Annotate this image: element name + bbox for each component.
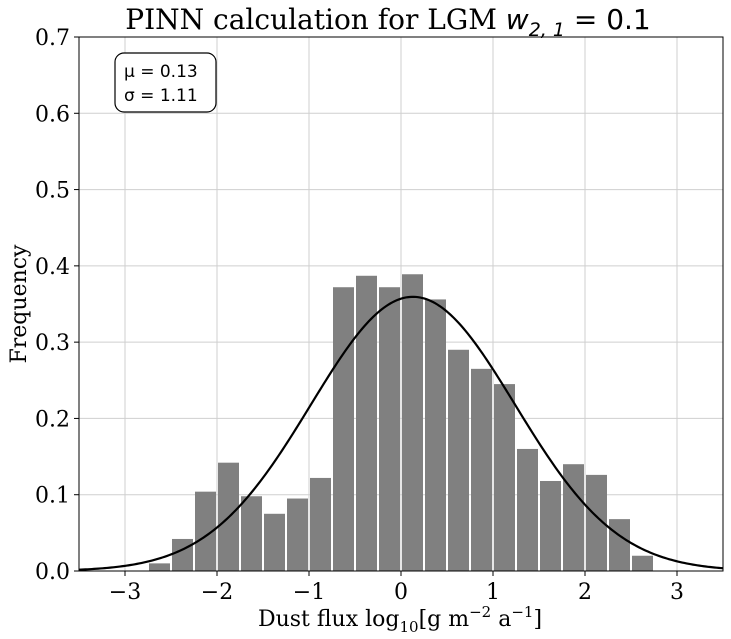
histogram-bar bbox=[425, 299, 446, 571]
x-axis-label: Dust flux log10[g m−2 a−1] bbox=[258, 603, 542, 636]
y-tick-label: 0.2 bbox=[35, 407, 70, 432]
x-tick-label: −2 bbox=[201, 580, 233, 605]
y-tick-label: 0.6 bbox=[35, 102, 70, 127]
x-tick-label: 3 bbox=[670, 580, 684, 605]
histogram-bar bbox=[632, 555, 653, 571]
stats-sigma: σ = 1.11 bbox=[124, 86, 198, 106]
y-tick-label: 0.0 bbox=[35, 560, 70, 585]
y-axis-label: Frequency bbox=[7, 244, 32, 364]
x-tick-label: −1 bbox=[293, 580, 325, 605]
histogram-bars bbox=[149, 274, 653, 571]
y-tick-label: 0.1 bbox=[35, 484, 70, 509]
x-tick-label: 2 bbox=[578, 580, 592, 605]
x-tick-label: 0 bbox=[394, 580, 408, 605]
histogram-bar bbox=[448, 349, 469, 571]
histogram-bar bbox=[563, 464, 584, 571]
normal-fit-curve bbox=[78, 295, 724, 571]
y-tick-label: 0.3 bbox=[35, 331, 70, 356]
histogram-bar bbox=[586, 474, 607, 571]
histogram-bar bbox=[356, 275, 377, 571]
stats-mu: μ = 0.13 bbox=[124, 62, 198, 82]
histogram-bar bbox=[379, 287, 400, 571]
histogram-bar bbox=[402, 274, 423, 571]
histogram-bar bbox=[172, 538, 193, 571]
y-tick-label: 0.7 bbox=[35, 26, 70, 51]
histogram-bar bbox=[149, 563, 170, 571]
x-tick-labels: −3 −2 −1 0 1 2 3 bbox=[109, 571, 684, 605]
x-tick-label: 1 bbox=[486, 580, 500, 605]
y-tick-labels: 0.0 0.1 0.2 0.3 0.4 0.5 0.6 0.7 bbox=[35, 26, 79, 585]
y-tick-label: 0.5 bbox=[35, 179, 70, 204]
histogram-bar bbox=[609, 519, 630, 571]
histogram-bar bbox=[494, 384, 515, 571]
histogram-bar bbox=[540, 480, 561, 571]
histogram-bar bbox=[241, 496, 262, 571]
histogram-bar bbox=[471, 368, 492, 571]
histogram-bar bbox=[287, 498, 308, 571]
stats-box: μ = 0.13 σ = 1.11 bbox=[114, 52, 217, 113]
histogram-bar bbox=[264, 513, 285, 571]
y-tick-label: 0.4 bbox=[35, 255, 70, 280]
histogram-bar bbox=[310, 477, 331, 571]
chart-title: PINN calculation for LGM w2, 1 = 0.1 bbox=[125, 3, 651, 41]
histogram-bar bbox=[333, 287, 354, 571]
stats-box-frame bbox=[114, 52, 217, 113]
x-tick-label: −3 bbox=[109, 580, 141, 605]
histogram-bar bbox=[517, 448, 538, 571]
histogram-bar bbox=[195, 491, 216, 571]
grid-lines bbox=[79, 36, 723, 572]
